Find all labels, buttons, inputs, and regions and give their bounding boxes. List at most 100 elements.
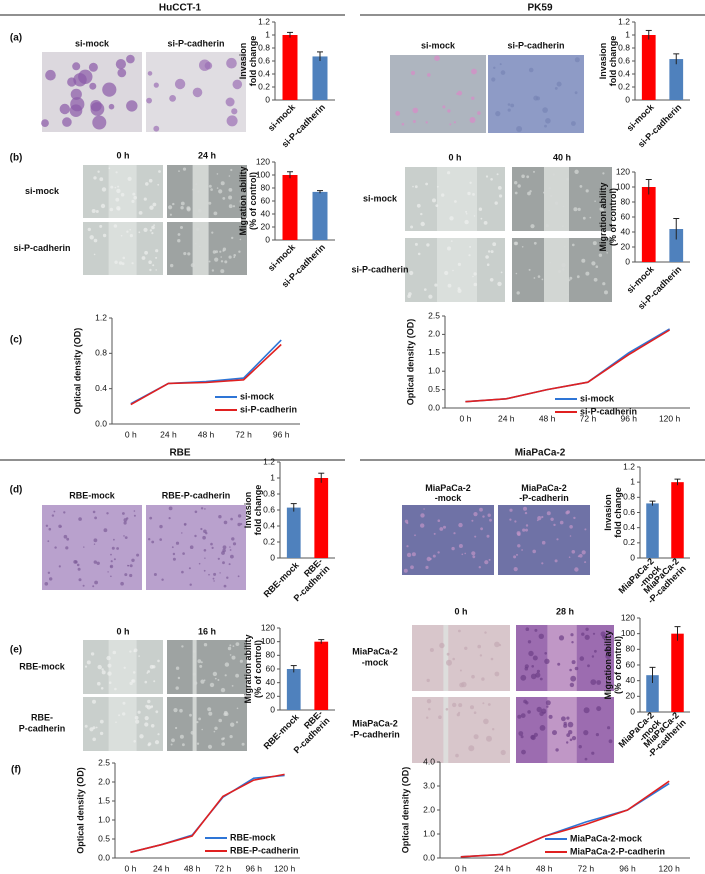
texture [192,656,195,658]
texture [544,658,550,664]
y-axis-label-group: Migration ability(% of control) [243,634,263,703]
texture [149,229,153,232]
y-tick-label: 0.6 [618,55,630,65]
texture [595,265,599,269]
texture [78,69,93,85]
texture [472,555,476,559]
wound-gap [443,697,449,763]
texture [410,225,414,229]
panel-label: (e) [10,645,22,656]
texture [594,649,597,653]
texture [412,107,419,114]
texture [513,567,518,572]
texture [200,679,205,684]
legend-label-group: si-P-cadherin [240,404,297,414]
texture [583,707,590,714]
texture [520,674,527,681]
y-tick-label: 1.2 [623,461,635,471]
texture [219,250,222,253]
y-tick-label-group: 120 [256,156,270,166]
texture [197,190,200,193]
y-tick-label: 0.6 [258,55,270,65]
image-column-label-line: -P-cadherin [519,493,569,503]
texture [103,528,108,533]
texture [556,538,559,541]
image-column-label: si-mock [75,38,110,48]
texture [561,263,566,268]
image-row-label-group: si-P-cadherin [351,264,408,274]
y-tick-label-group: 0.0 [98,852,110,862]
texture [120,581,124,586]
texture [558,270,561,273]
texture [579,554,583,558]
y-tick-label: 1.2 [263,456,275,466]
texture [228,563,231,566]
texture [467,191,471,196]
y-axis-label-line: Migration ability [243,634,253,703]
texture [426,699,432,704]
image-column-label-group: 16 h [198,626,216,636]
texture [211,546,214,550]
micrograph [146,505,246,590]
y-axis-label-line: Migration ability [603,630,613,699]
texture [523,699,527,704]
image-column-label-group: si-P-cadherin [507,40,564,50]
y-tick-label: 0.8 [258,42,270,52]
image-column-label-group: 0 h [116,150,129,160]
texture [220,256,222,258]
texture [564,246,566,248]
y-tick-label-group: 40 [626,675,636,685]
legend-label: si-P-cadherin [240,404,297,414]
legend-label: si-P-cadherin [580,406,637,416]
y-tick-label: 0.4 [95,383,107,393]
texture [73,560,78,564]
image-row-label-line: P-cadherin [19,724,66,734]
texture [457,288,462,293]
texture [414,185,418,189]
texture [129,681,133,686]
texture [541,278,544,281]
texture [549,261,551,264]
texture [232,645,235,647]
texture [150,705,153,709]
texture [548,209,550,212]
y-tick-label: 2.0 [428,329,440,339]
texture [453,121,456,124]
texture [207,744,213,749]
y-tick-label-group: 1.2 [95,312,107,322]
texture [438,715,442,719]
x-tick-label-group: 24 h [153,863,170,873]
texture [482,515,485,518]
texture [172,557,176,561]
texture [455,753,459,758]
texture [539,711,544,717]
y-tick-label-group: 60 [261,195,271,205]
texture [102,233,107,238]
texture [152,264,155,267]
texture [143,197,147,201]
texture [521,246,524,248]
image-column-label: si-mock [421,40,456,50]
texture [147,670,151,673]
y-tick-label: 0.6 [623,507,635,517]
texture [594,200,596,202]
texture [170,743,173,746]
y-tick-label: 0.8 [623,492,635,502]
y-axis-label: Optical density (OD) [405,319,415,406]
y-tick-label-group: 0.6 [263,504,275,514]
y-tick-label-group: 0.6 [258,55,270,65]
image-column-label: 24 h [198,150,216,160]
texture [484,560,489,565]
texture [213,730,216,733]
texture [416,203,421,208]
texture [429,648,434,652]
y-tick-label-group: 1.2 [258,16,270,26]
texture [487,703,491,706]
texture [188,567,191,570]
y-tick-label: 0.8 [618,42,630,52]
texture [122,701,126,705]
y-tick-label: 4.0 [423,756,435,766]
texture [172,202,175,206]
texture [592,632,596,635]
y-tick-label-group: 20 [626,691,636,701]
